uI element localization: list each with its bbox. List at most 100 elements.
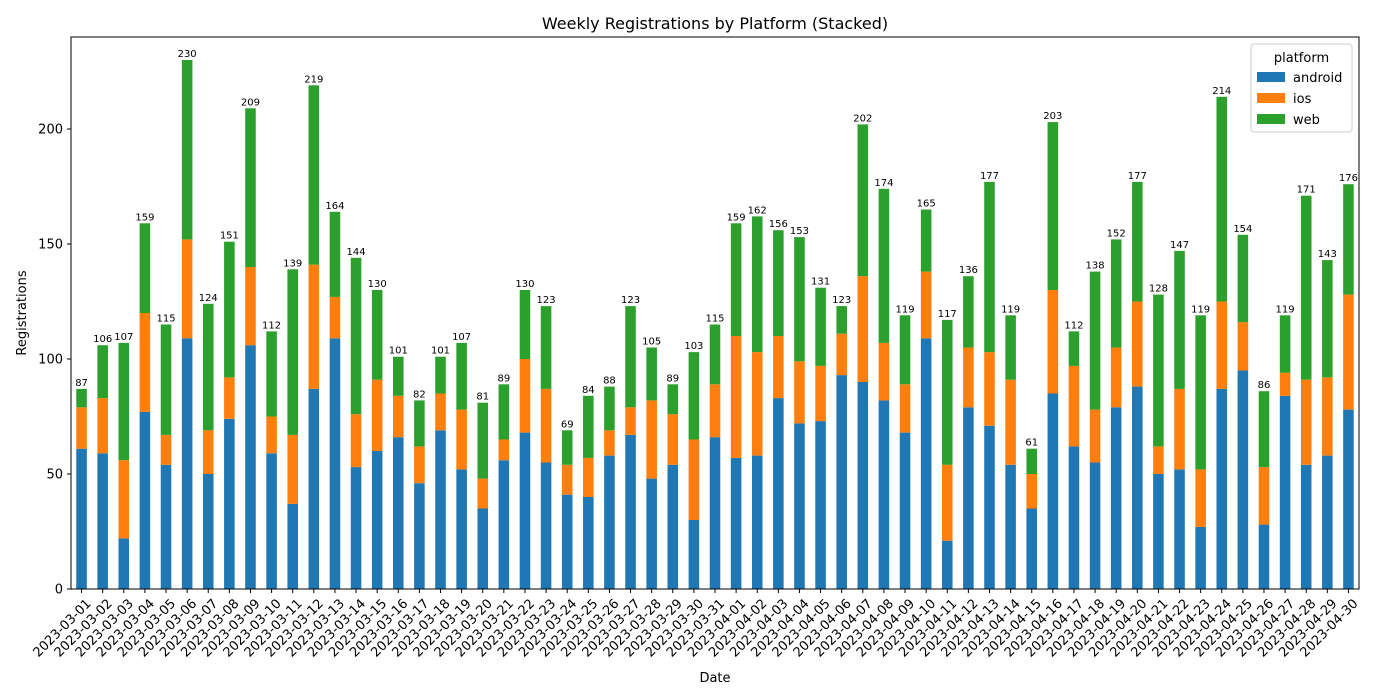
bar-segment-ios xyxy=(1132,301,1143,387)
bar-segment-android xyxy=(266,453,277,589)
bar-segment-android xyxy=(540,462,552,589)
bar-total-label: 209 xyxy=(241,97,260,108)
bar-segment-android xyxy=(224,418,235,589)
bar-segment-web xyxy=(181,60,193,240)
bar-segment-android xyxy=(709,437,721,589)
bar-segment-android xyxy=(1132,386,1143,589)
bar-segment-ios xyxy=(456,409,467,470)
bar-segment-ios xyxy=(287,434,298,504)
bar-segment-android xyxy=(118,538,130,589)
bar-segment-ios xyxy=(583,457,594,497)
bar-segment-android xyxy=(371,451,383,589)
bar-total-label: 230 xyxy=(178,49,197,60)
bar-segment-ios xyxy=(709,384,721,438)
bar-segment-web xyxy=(287,269,298,435)
bar-segment-ios xyxy=(941,464,953,541)
bar-segment-android xyxy=(245,345,256,589)
bar-segment-ios xyxy=(1110,347,1122,408)
bar-segment-web xyxy=(561,430,573,465)
chart-title: Weekly Registrations by Platform (Stacke… xyxy=(542,14,888,33)
legend-box xyxy=(1250,43,1353,133)
bar-segment-android xyxy=(1068,446,1080,589)
bar-total-label: 61 xyxy=(1025,438,1038,449)
y-tick-label: 200 xyxy=(38,123,63,138)
bar-total-label: 203 xyxy=(1043,111,1062,122)
legend: platform android ios web xyxy=(1250,43,1353,133)
bar-segment-web xyxy=(984,181,995,353)
bar-segment-android xyxy=(773,398,784,589)
bar-segment-ios xyxy=(1343,294,1354,410)
bar-total-label: 84 xyxy=(582,385,595,396)
bar-segment-android xyxy=(308,388,320,589)
bar-segment-ios xyxy=(202,430,214,474)
bar-segment-android xyxy=(329,338,341,589)
bar-segment-web xyxy=(1174,250,1185,389)
bar-segment-android xyxy=(435,430,446,589)
bar-segment-web xyxy=(498,384,510,440)
x-axis-title: Date xyxy=(699,671,730,686)
bar-total-label: 112 xyxy=(1064,320,1083,331)
bar-segment-ios xyxy=(1279,372,1291,396)
bar-total-label: 136 xyxy=(959,265,978,276)
bar-segment-android xyxy=(97,453,108,589)
bar-total-label: 88 xyxy=(603,376,616,387)
bar-segment-ios xyxy=(118,460,130,539)
bars-layer xyxy=(76,60,1354,589)
bar-segment-ios xyxy=(751,352,763,456)
bar-segment-android xyxy=(498,460,510,589)
bar-total-label: 164 xyxy=(325,201,344,212)
bar-total-label: 69 xyxy=(561,419,574,430)
bar-segment-ios xyxy=(730,336,742,458)
bar-segment-android xyxy=(751,455,763,589)
bar-total-label: 89 xyxy=(497,373,510,384)
bar-segment-web xyxy=(1026,448,1037,474)
bar-segment-android xyxy=(583,497,594,589)
bar-segment-ios xyxy=(625,407,636,435)
bar-segment-android xyxy=(477,508,489,589)
bar-segment-ios xyxy=(836,333,847,376)
bar-segment-ios xyxy=(1258,467,1270,525)
bar-segment-web xyxy=(160,324,172,435)
bar-segment-ios xyxy=(1300,379,1312,465)
bar-segment-android xyxy=(76,448,87,589)
bar-total-label: 143 xyxy=(1318,249,1337,260)
bar-segment-ios xyxy=(477,478,489,509)
bar-segment-android xyxy=(456,469,467,589)
bar-segment-android xyxy=(857,382,869,589)
bar-segment-web xyxy=(878,188,890,343)
bar-segment-android xyxy=(688,520,700,589)
bar-total-label: 87 xyxy=(75,378,88,389)
bar-total-label: 86 xyxy=(1258,380,1271,391)
bar-segment-ios xyxy=(350,414,362,468)
bar-segment-android xyxy=(1047,393,1059,589)
bar-total-label: 105 xyxy=(642,337,661,348)
bar-segment-android xyxy=(414,483,425,589)
bar-segment-android xyxy=(1005,464,1016,589)
bar-segment-android xyxy=(963,407,974,589)
bar-segment-web xyxy=(688,352,700,440)
bar-total-label: 174 xyxy=(874,178,893,189)
bar-segment-web xyxy=(456,342,467,410)
legend-swatch-web xyxy=(1257,114,1285,124)
bar-total-label: 219 xyxy=(304,74,323,85)
legend-label-ios: ios xyxy=(1293,92,1312,107)
bar-segment-ios xyxy=(371,379,383,451)
bar-total-label: 115 xyxy=(705,314,724,325)
legend-title: platform xyxy=(1274,51,1329,66)
bar-total-label: 144 xyxy=(347,247,366,258)
bar-total-label: 119 xyxy=(1276,304,1295,315)
bar-total-label: 123 xyxy=(537,295,556,306)
bar-segment-web xyxy=(477,402,489,479)
bar-segment-ios xyxy=(646,400,657,479)
bar-segment-web xyxy=(202,303,214,431)
bar-segment-ios xyxy=(1047,290,1059,394)
bar-total-label: 165 xyxy=(917,199,936,210)
bar-segment-android xyxy=(646,478,657,589)
bar-total-label: 131 xyxy=(811,277,830,288)
bar-segment-web xyxy=(604,386,615,431)
bar-segment-web xyxy=(1300,195,1312,380)
bar-segment-web xyxy=(371,290,383,380)
